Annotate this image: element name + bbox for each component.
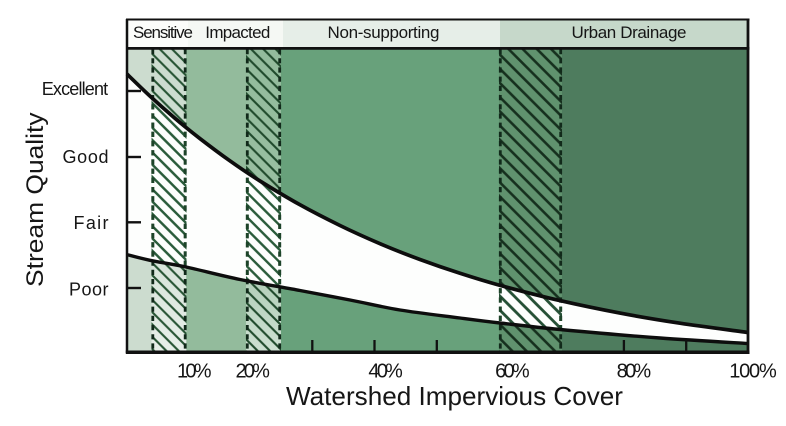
svg-text:Stream Quality: Stream Quality bbox=[22, 112, 49, 287]
svg-text:10%: 10% bbox=[177, 360, 212, 382]
svg-text:Non-supporting: Non-supporting bbox=[328, 23, 440, 42]
svg-text:Excellent: Excellent bbox=[42, 79, 109, 99]
svg-text:Good: Good bbox=[63, 147, 109, 167]
svg-text:Sensitive: Sensitive bbox=[133, 23, 193, 42]
svg-text:60%: 60% bbox=[495, 360, 530, 382]
svg-text:40%: 40% bbox=[368, 360, 403, 382]
svg-text:100%: 100% bbox=[729, 360, 777, 382]
svg-text:20%: 20% bbox=[235, 360, 270, 382]
svg-text:80%: 80% bbox=[617, 360, 652, 382]
svg-text:Watershed Impervious Cover: Watershed Impervious Cover bbox=[286, 381, 623, 411]
svg-text:Impacted: Impacted bbox=[205, 23, 270, 42]
svg-text:Poor: Poor bbox=[69, 279, 109, 299]
svg-text:Fair: Fair bbox=[74, 213, 109, 233]
svg-text:Urban Drainage: Urban Drainage bbox=[572, 23, 687, 42]
